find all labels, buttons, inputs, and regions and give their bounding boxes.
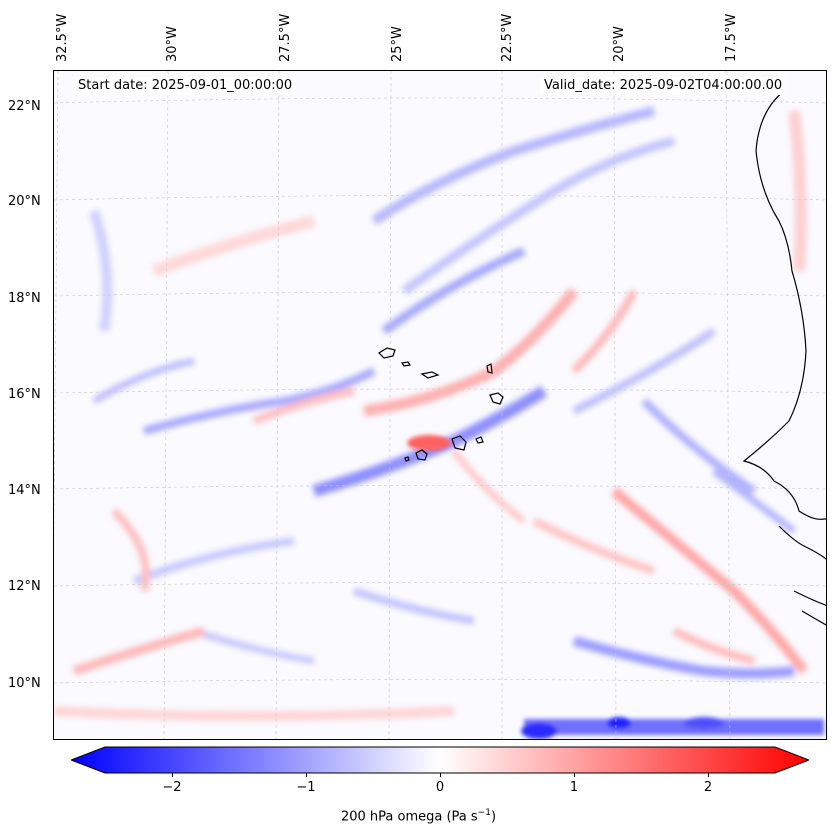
colorbar-gradient — [69, 746, 811, 774]
strong-updraft-band — [407, 435, 824, 739]
valid-date-label: Valid_date: 2025-09-02T04:00:00.00 — [540, 77, 787, 95]
lat-label-10n: 10°N — [8, 676, 41, 691]
lon-label-20w: 20°W — [612, 26, 627, 62]
cbar-tick-neg1 — [306, 773, 307, 777]
lat-label-18n: 18°N — [8, 291, 41, 306]
cbar-label-0: 0 — [435, 780, 445, 795]
cbar-label-neg1: −1 — [296, 780, 316, 795]
coastline — [742, 90, 826, 626]
colorbar-title-end: ) — [490, 809, 497, 825]
cape-verde-islands — [378, 347, 504, 462]
lat-label-14n: 14°N — [8, 483, 41, 498]
lon-label-17.5w: 17.5°W — [724, 13, 739, 62]
cbar-label-2: 2 — [703, 780, 713, 795]
cbar-tick-1 — [574, 773, 575, 777]
colorbar-title-exponent: −1 — [477, 808, 491, 818]
map-panel — [53, 70, 827, 740]
lon-label-25w: 25°W — [390, 26, 405, 62]
colorbar-title-main: 200 hPa omega (Pa s — [340, 809, 478, 825]
cbar-label-1: 1 — [569, 780, 579, 795]
lon-label-27.5w: 27.5°W — [278, 13, 293, 62]
colorbar-title: 200 hPa omega (Pa s−1) — [0, 808, 837, 824]
lon-label-32.5w: 32.5°W — [55, 13, 70, 62]
omega-field-map — [54, 71, 826, 739]
cbar-label-neg2: −2 — [162, 780, 182, 795]
cbar-tick-2 — [708, 773, 709, 777]
cbar-tick-neg2 — [172, 773, 173, 777]
lon-label-22.5w: 22.5°W — [500, 13, 515, 62]
lat-label-16n: 16°N — [8, 387, 41, 402]
omega-field — [54, 106, 808, 721]
lat-label-22n: 22°N — [8, 99, 41, 114]
gridlines — [54, 71, 826, 739]
start-date-label: Start date: 2025-09-01_00:00:00 — [74, 77, 297, 95]
lat-label-12n: 12°N — [8, 579, 41, 594]
colorbar — [69, 745, 811, 775]
cbar-tick-0 — [440, 773, 441, 777]
lon-label-30w: 30°W — [165, 26, 180, 62]
lat-label-20n: 20°N — [8, 194, 41, 209]
